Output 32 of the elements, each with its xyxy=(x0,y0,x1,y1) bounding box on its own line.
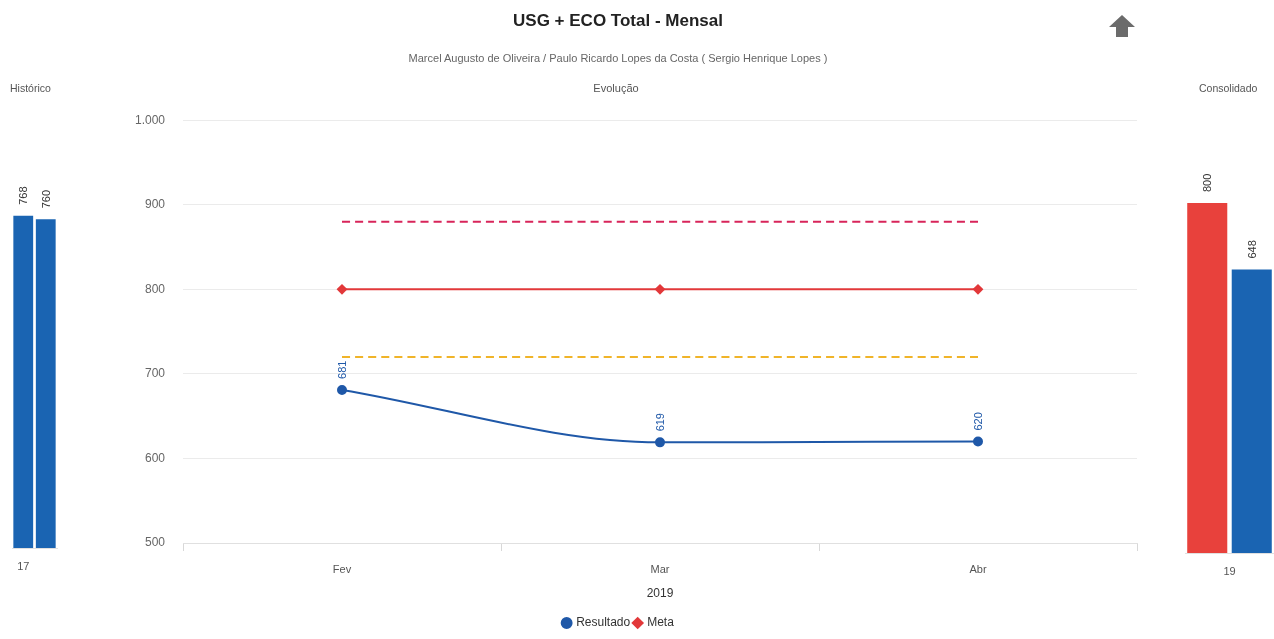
chart-title: Consolidado xyxy=(1199,82,1258,95)
point xyxy=(655,284,665,295)
x-tick-label: Mar xyxy=(650,562,670,575)
data-label: 760 xyxy=(39,189,52,209)
y-tick-label: 600 xyxy=(144,450,166,465)
y-tick-label: 1.000 xyxy=(134,112,166,127)
y-tick-label: 900 xyxy=(144,197,166,212)
x-tick-label: 19 xyxy=(1223,564,1236,577)
point xyxy=(337,384,347,395)
data-label: 681 xyxy=(336,360,348,379)
x-tick-label: 17 xyxy=(17,559,30,572)
data-label: 768 xyxy=(17,186,30,205)
point xyxy=(973,436,983,447)
data-label: 800 xyxy=(1201,173,1214,192)
data-label: 648 xyxy=(1245,240,1258,259)
text: Evolução xyxy=(593,82,639,96)
y-tick-label: 500 xyxy=(144,535,166,550)
y-tick-label: 800 xyxy=(144,281,166,296)
data-label: 620 xyxy=(972,412,984,431)
point xyxy=(655,437,665,448)
data-label: 619 xyxy=(654,413,666,432)
chart-subtitle: Marcel Augusto de Oliveira / Paulo Ricardo Lopes da Costa ( Sergio Henrique Lopes ) xyxy=(408,52,828,66)
y-tick-label: 700 xyxy=(144,366,166,381)
x-tick-label: Fev xyxy=(332,562,352,575)
point xyxy=(337,284,347,295)
legend-label: Meta xyxy=(647,615,675,630)
chart-title: Histórico xyxy=(10,82,51,95)
x-tick-label: Abr xyxy=(969,562,987,575)
point xyxy=(973,284,983,295)
chart-title: USG + ECO Total - Mensal xyxy=(513,11,723,32)
x-axis-title: 2019 xyxy=(646,586,674,601)
legend-label: Resultado xyxy=(576,615,631,630)
